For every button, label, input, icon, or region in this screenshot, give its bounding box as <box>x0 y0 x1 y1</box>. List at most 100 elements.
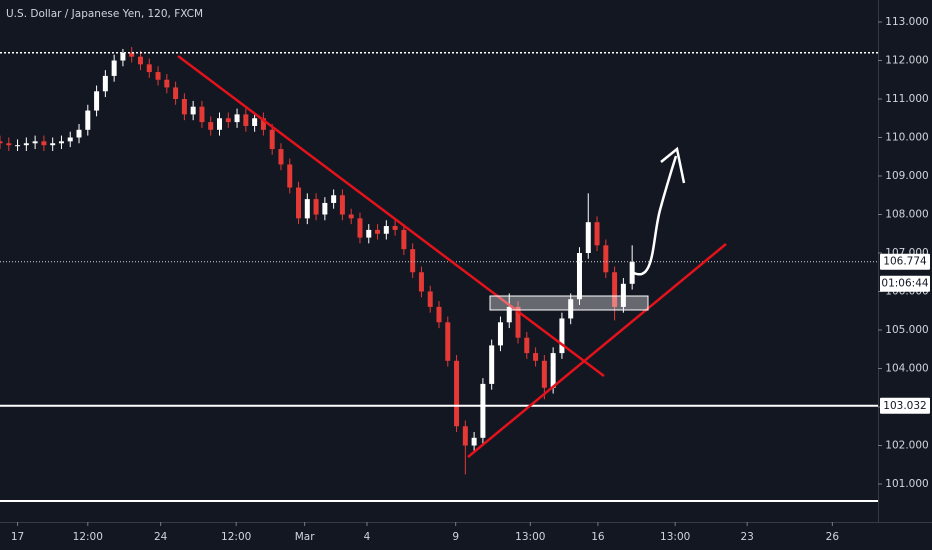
countdown: 01:06:44 <box>881 278 928 290</box>
candle-body <box>67 137 73 142</box>
candle-body <box>410 249 416 273</box>
candle-body <box>585 222 591 253</box>
candle-body <box>23 143 29 146</box>
y-tick-label: 104.000 <box>885 363 928 375</box>
candle-body <box>620 283 626 307</box>
candle-body <box>199 106 205 123</box>
candle-body <box>401 229 407 250</box>
candle-body <box>260 118 266 130</box>
y-tick-label: 113.000 <box>885 16 928 28</box>
candle-body <box>392 226 398 230</box>
candle-body <box>445 322 451 361</box>
x-tick-label: 13:00 <box>660 531 690 543</box>
candle-body <box>120 52 126 61</box>
candle-body <box>383 226 389 234</box>
candle-body <box>15 145 21 147</box>
candle-body <box>6 143 12 146</box>
candle-body <box>489 345 495 384</box>
candle-body <box>269 129 275 150</box>
chart-title: U.S. Dollar / Japanese Yen, 120, FXCM <box>6 8 203 20</box>
candle-body <box>85 110 91 130</box>
candle-body <box>129 52 135 57</box>
y-tick-label: 110.000 <box>885 131 928 143</box>
trend-line <box>177 55 605 377</box>
candle-body <box>225 118 231 123</box>
x-tick-label: 13:00 <box>515 531 545 543</box>
price-label: 103.032 <box>883 400 926 412</box>
candle-body <box>41 141 47 146</box>
plot-area <box>0 47 635 475</box>
candle-body <box>322 202 328 215</box>
candle-body <box>287 164 293 188</box>
candle-body <box>252 118 258 126</box>
x-tick-label: 12:00 <box>221 531 251 543</box>
candle-body <box>418 272 424 292</box>
y-tick-label: 112.000 <box>885 54 928 66</box>
candle-body <box>217 118 222 130</box>
candle-body <box>559 318 565 354</box>
candle-body <box>348 214 354 219</box>
x-tick-label: Mar <box>295 531 315 543</box>
candle-body <box>173 87 179 99</box>
candle-body <box>357 218 363 238</box>
x-tick-label: 16 <box>591 531 605 543</box>
x-tick-label: 4 <box>364 531 371 543</box>
candle-body <box>524 337 530 354</box>
candle-body <box>243 114 249 126</box>
candle-body <box>137 56 143 65</box>
candle-body <box>603 245 609 273</box>
candle-body <box>304 199 310 219</box>
x-tick-label: 17 <box>11 531 24 543</box>
y-tick-label: 108.000 <box>885 208 928 220</box>
candle-body <box>313 199 319 215</box>
candle-body <box>471 437 477 446</box>
candle-body <box>164 79 170 88</box>
y-tick-label: 101.000 <box>885 478 928 490</box>
candle-body <box>32 141 38 144</box>
arrow <box>631 155 678 276</box>
candle-body <box>533 353 539 361</box>
candle-body <box>366 229 372 238</box>
candle-body <box>50 143 56 146</box>
y-tick-label: 111.000 <box>885 93 928 105</box>
candle-body <box>76 129 82 138</box>
candle-body <box>102 75 108 92</box>
candle-body <box>296 187 302 219</box>
price-label: 106.774 <box>883 256 927 268</box>
candle-body <box>497 322 503 346</box>
trend-line <box>467 243 727 458</box>
candle-body <box>0 141 3 144</box>
price-label-box <box>880 397 930 414</box>
candle-body <box>550 353 556 388</box>
candle-body <box>190 106 196 115</box>
countdown-box <box>880 275 930 292</box>
candle-body <box>612 272 618 307</box>
x-tick-label: 12:00 <box>73 531 103 543</box>
x-tick-label: 9 <box>452 531 459 543</box>
x-tick-label: 26 <box>826 531 840 543</box>
y-tick-label: 105.000 <box>885 324 928 336</box>
candle-body <box>480 383 486 438</box>
x-tick-label: 23 <box>740 531 753 543</box>
candle-body <box>427 291 433 307</box>
drawings <box>177 55 727 458</box>
y-tick-label: 109.000 <box>885 170 928 182</box>
arrow-head <box>660 146 686 184</box>
candle-body <box>234 114 240 123</box>
candle-body <box>339 195 345 215</box>
candle-body <box>208 122 214 130</box>
candle-body <box>375 229 381 234</box>
candle-body <box>454 360 460 427</box>
zone-box <box>489 295 649 311</box>
candle-body <box>594 222 600 246</box>
candle-body <box>155 72 161 80</box>
y-tick-label: 102.000 <box>885 440 928 452</box>
candle-body <box>58 141 64 144</box>
candle-body <box>462 426 468 446</box>
candle-body <box>278 149 284 165</box>
candle-body <box>515 306 521 338</box>
candle-body <box>568 299 574 319</box>
candle-body <box>181 98 187 115</box>
